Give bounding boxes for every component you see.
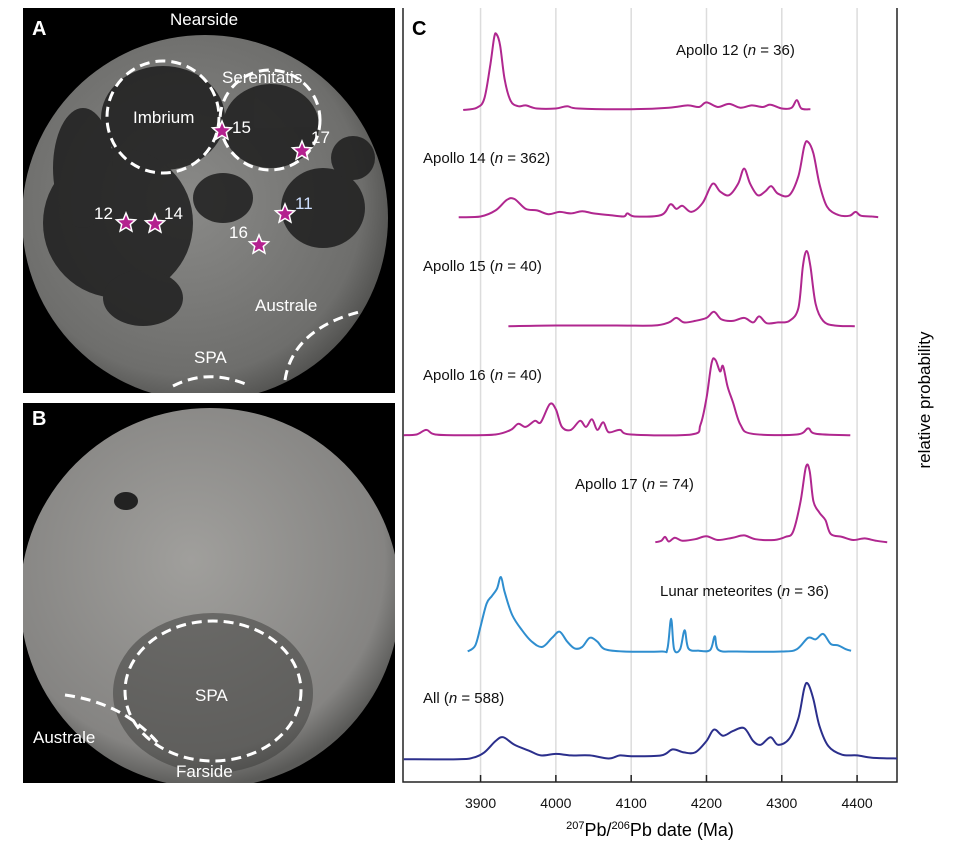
series-label-5: Lunar meteorites (n = 36): [660, 583, 829, 600]
spa-basin-dark-region: [113, 613, 313, 773]
x-label-text: Pb/: [584, 820, 612, 840]
serenitatis-label: Serenitatis: [222, 68, 303, 87]
site-label-11: 11: [295, 194, 313, 213]
panel-c-letter: C: [412, 18, 427, 40]
australe-label: Australe: [33, 728, 96, 747]
maria: [43, 66, 375, 326]
spa-label: SPA: [194, 348, 227, 367]
australe-label: Australe: [255, 296, 318, 315]
series-line-2: [508, 250, 855, 328]
x-label-text-end: Pb date (Ma): [629, 820, 734, 840]
series-line-1: [458, 140, 879, 219]
x-tick-label-4300: 4300: [766, 795, 798, 811]
imbrium-label: Imbrium: [133, 108, 195, 127]
x-tick-label-4400: 4400: [841, 795, 873, 811]
series-label-4: Apollo 17 (n = 74): [575, 476, 694, 493]
series-label-1: Apollo 14 (n = 362): [423, 150, 551, 167]
series-line-4: [655, 463, 888, 544]
basin-outlines: [64, 619, 303, 763]
x-tick-label-4000: 4000: [540, 795, 572, 811]
series-label-0: Apollo 12 (n = 36): [676, 42, 795, 59]
x-tick-label-4100: 4100: [615, 795, 647, 811]
series-line-0: [463, 32, 811, 111]
farside-label: Farside: [176, 762, 233, 781]
spa-label: SPA: [195, 686, 228, 705]
site-label-17: 17: [311, 128, 330, 147]
series-line-5: [467, 575, 852, 654]
series-label-3: Apollo 16 (n = 40): [423, 367, 542, 384]
panel-a-nearside-image: [23, 8, 395, 393]
x-axis-label: 207Pb/206Pb date (Ma): [566, 820, 734, 841]
series-label-2: Apollo 15 (n = 40): [423, 258, 542, 275]
y-axis-label: relative probability: [915, 331, 934, 469]
series-line-3: [403, 357, 851, 437]
panel-a-letter: A: [32, 18, 47, 40]
x-label-sup-206: 206: [611, 820, 630, 832]
x-label-sup-207: 207: [566, 820, 585, 832]
basin-outlines: [105, 59, 364, 388]
panel-b-farside-image: [23, 403, 395, 783]
x-tick-label-3900: 3900: [464, 795, 497, 811]
nearside-moon: [23, 35, 388, 393]
plot-frame: [402, 8, 898, 783]
x-tick-label-4200: 4200: [690, 795, 723, 811]
site-label-12: 12: [94, 204, 113, 223]
series-label-6: All (n = 588): [423, 690, 505, 707]
series-line-6: [403, 681, 898, 761]
site-label-14: 14: [164, 204, 183, 223]
farside-moon: [23, 408, 395, 783]
site-label-15: 15: [232, 118, 251, 137]
panel-b-letter: B: [32, 408, 47, 430]
crater: [114, 492, 138, 510]
nearside-label: Nearside: [170, 10, 239, 29]
site-label-16: 16: [229, 223, 248, 242]
